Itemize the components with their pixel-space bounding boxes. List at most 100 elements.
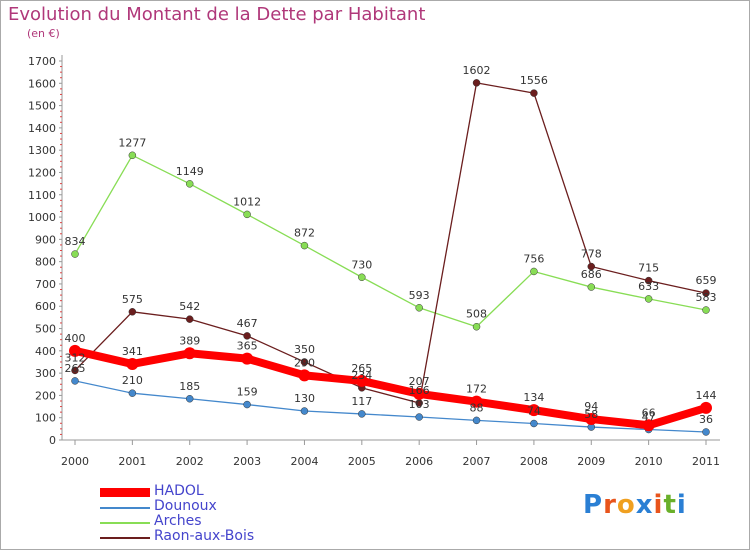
legend-swatch <box>100 522 150 524</box>
data-label: 265 <box>65 362 86 375</box>
data-point <box>300 241 309 250</box>
data-label: 756 <box>523 252 544 265</box>
data-point <box>243 210 251 219</box>
data-label: 341 <box>122 345 143 358</box>
data-point <box>298 369 311 382</box>
logo-letter: i <box>676 490 687 520</box>
data-label: 94 <box>584 400 598 413</box>
data-label: 88 <box>470 401 484 414</box>
data-point <box>183 347 196 360</box>
y-tick-label: 0 <box>49 434 56 447</box>
x-tick-label: 2010 <box>635 455 663 468</box>
legend-label: Raon-aux-Bois <box>154 528 255 544</box>
legend-swatch <box>100 537 150 539</box>
data-point <box>530 89 538 97</box>
x-tick-label: 2009 <box>577 455 605 468</box>
data-point <box>128 308 137 316</box>
y-tick-label: 1600 <box>28 77 56 90</box>
data-point <box>702 289 710 297</box>
data-label: 575 <box>122 293 143 306</box>
data-label: 508 <box>466 308 487 321</box>
data-label: 400 <box>65 332 86 345</box>
data-label: 659 <box>696 274 717 287</box>
series-line-raon-aux-bois <box>74 82 707 404</box>
data-point <box>128 151 137 160</box>
legend-label: HADOL <box>154 483 204 499</box>
data-label: 117 <box>351 395 372 408</box>
data-point <box>71 366 79 375</box>
data-point <box>470 395 483 408</box>
data-point <box>644 295 653 303</box>
legend-label: Arches <box>154 513 202 529</box>
y-tick-label: 1500 <box>28 100 56 113</box>
x-tick-label: 2000 <box>61 455 89 468</box>
data-label: 134 <box>523 391 544 404</box>
y-tick-label: 100 <box>35 412 56 425</box>
data-label: 166 <box>409 384 430 397</box>
data-label: 312 <box>65 351 86 364</box>
data-label: 593 <box>409 289 430 302</box>
data-point <box>69 344 81 357</box>
data-point <box>585 413 598 426</box>
series-line-dounoux <box>74 380 707 433</box>
data-label: 467 <box>237 317 258 330</box>
logo-letter: i <box>653 490 664 520</box>
data-label: 542 <box>179 300 200 313</box>
data-point <box>644 276 653 285</box>
data-point <box>642 419 655 432</box>
data-label: 1277 <box>118 136 146 149</box>
y-tick-label: 500 <box>35 323 56 336</box>
series-line-arches <box>74 154 707 328</box>
data-point <box>300 358 309 366</box>
data-label: 1149 <box>176 165 204 178</box>
data-label: 778 <box>581 248 602 261</box>
data-point <box>126 357 139 370</box>
data-label: 144 <box>696 389 717 402</box>
logo-letter: x <box>635 490 654 520</box>
data-label: 686 <box>581 268 602 281</box>
data-point <box>243 400 251 409</box>
data-point <box>300 407 309 415</box>
y-tick-label: 900 <box>35 233 56 246</box>
data-label: 130 <box>294 392 315 405</box>
y-tick-label: 1400 <box>28 122 56 135</box>
data-label: 730 <box>351 258 372 271</box>
data-point <box>185 180 194 188</box>
data-point <box>702 306 710 314</box>
x-tick-label: 2007 <box>463 455 491 468</box>
data-point <box>243 332 251 340</box>
chart-unit: (en €) <box>27 27 60 40</box>
data-label: 389 <box>179 334 200 347</box>
data-label: 365 <box>237 340 258 353</box>
data-label: 58 <box>584 408 598 421</box>
logo-letter: P <box>583 490 604 520</box>
y-tick-label: 800 <box>35 256 56 269</box>
data-point <box>413 387 426 400</box>
chart-title: Evolution du Montant de la Dette par Hab… <box>8 4 426 25</box>
x-tick-label: 2004 <box>290 455 318 468</box>
y-tick-label: 1300 <box>28 144 56 157</box>
data-point <box>702 428 710 436</box>
data-label: 74 <box>527 405 541 418</box>
y-tick-label: 1700 <box>28 55 56 68</box>
logo-letter: r <box>603 490 617 520</box>
data-point <box>700 401 712 414</box>
y-tick-label: 1200 <box>28 166 56 179</box>
data-label: 185 <box>179 380 200 393</box>
legend-swatch <box>100 488 150 497</box>
x-tick-label: 2006 <box>405 455 433 468</box>
y-tick-label: 1000 <box>28 211 56 224</box>
data-point <box>530 267 538 276</box>
data-point <box>358 273 366 282</box>
data-point <box>185 395 194 403</box>
data-point <box>472 322 481 331</box>
data-label: 36 <box>699 413 713 426</box>
data-label: 210 <box>122 374 143 387</box>
data-label: 290 <box>294 356 315 369</box>
data-label: 265 <box>351 362 372 375</box>
legend-label: Dounoux <box>154 498 217 514</box>
data-point <box>358 410 366 418</box>
y-tick-label: 400 <box>35 345 56 358</box>
x-tick-label: 2008 <box>520 455 548 468</box>
data-label: 234 <box>351 369 372 382</box>
